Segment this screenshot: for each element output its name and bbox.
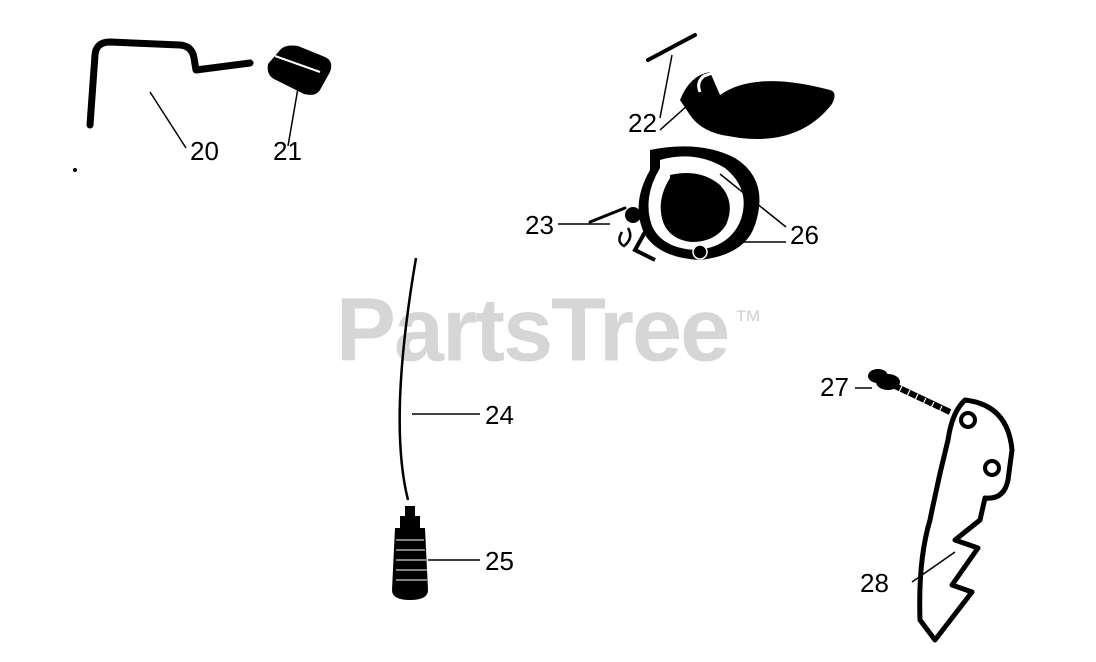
label-21: 21 <box>273 136 302 167</box>
part-20-rod <box>90 42 250 125</box>
label-22: 22 <box>628 108 657 139</box>
part-21-cap <box>268 46 332 95</box>
label-26: 26 <box>790 220 819 251</box>
part-24-fuel-line <box>400 258 416 500</box>
label-24: 24 <box>485 400 514 431</box>
label-27: 27 <box>820 372 849 403</box>
part-22-trigger <box>680 72 835 139</box>
part-26-housing <box>635 146 760 260</box>
label-20: 20 <box>190 136 219 167</box>
label-23: 23 <box>525 210 554 241</box>
parts-diagram <box>0 0 1096 662</box>
label-28: 28 <box>860 568 889 599</box>
dot <box>73 168 77 172</box>
part-25-fuel-filter <box>392 506 428 600</box>
label-25: 25 <box>485 546 514 577</box>
part-28-plate <box>920 400 1012 640</box>
part-23-spring <box>590 207 641 246</box>
leader-lines <box>150 55 955 582</box>
part-27-screw <box>868 369 950 414</box>
